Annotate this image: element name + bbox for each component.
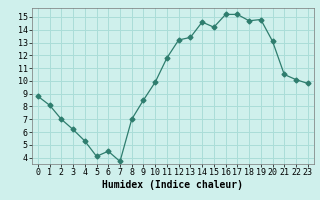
- X-axis label: Humidex (Indice chaleur): Humidex (Indice chaleur): [102, 180, 243, 190]
